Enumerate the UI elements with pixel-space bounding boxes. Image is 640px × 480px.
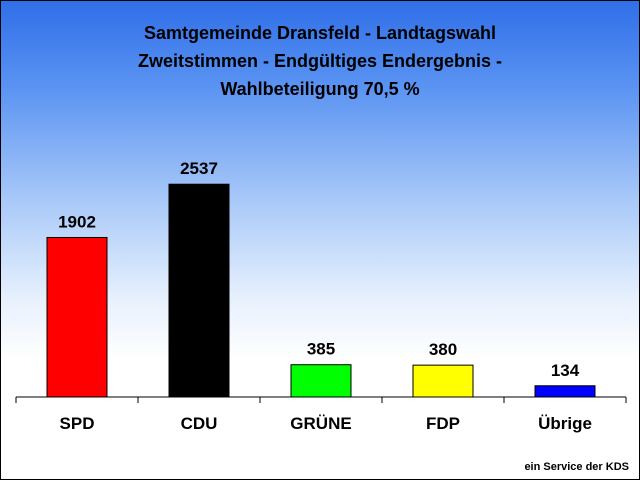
category-label-spd: SPD xyxy=(60,414,95,433)
x-axis xyxy=(15,396,627,403)
value-labels-group: 1902 2537 385 380 134 xyxy=(58,159,580,380)
bar-fdp xyxy=(412,364,474,398)
title-line-2: Zweitstimmen - Endgültiges Endergebnis - xyxy=(138,51,502,71)
title-line-3: Wahlbeteiligung 70,5 % xyxy=(220,79,419,99)
title-line-1: Samtgemeinde Dransfeld - Landtagswahl xyxy=(144,23,496,43)
bars-group xyxy=(46,183,596,398)
chart-title: Samtgemeinde Dransfeld - Landtagswahl Zw… xyxy=(138,23,502,99)
category-label-gr-ne: GRÜNE xyxy=(290,414,351,433)
category-labels-group: SPD CDU GRÜNE FDP Übrige xyxy=(60,414,592,433)
value-label-fdp: 380 xyxy=(429,340,457,359)
category-label-fdp: FDP xyxy=(426,414,460,433)
value-label-brige: 134 xyxy=(551,361,580,380)
bar-spd xyxy=(46,236,108,398)
value-label-cdu: 2537 xyxy=(180,159,218,178)
bar-brige xyxy=(534,385,596,398)
value-label-gr-ne: 385 xyxy=(307,340,335,359)
value-label-spd: 1902 xyxy=(58,212,96,231)
category-label-cdu: CDU xyxy=(181,414,218,433)
bar-gr-ne xyxy=(290,364,352,398)
bar-cdu xyxy=(168,183,230,398)
credit-text: ein Service der KDS xyxy=(524,461,629,473)
category-label-brige: Übrige xyxy=(538,414,592,433)
